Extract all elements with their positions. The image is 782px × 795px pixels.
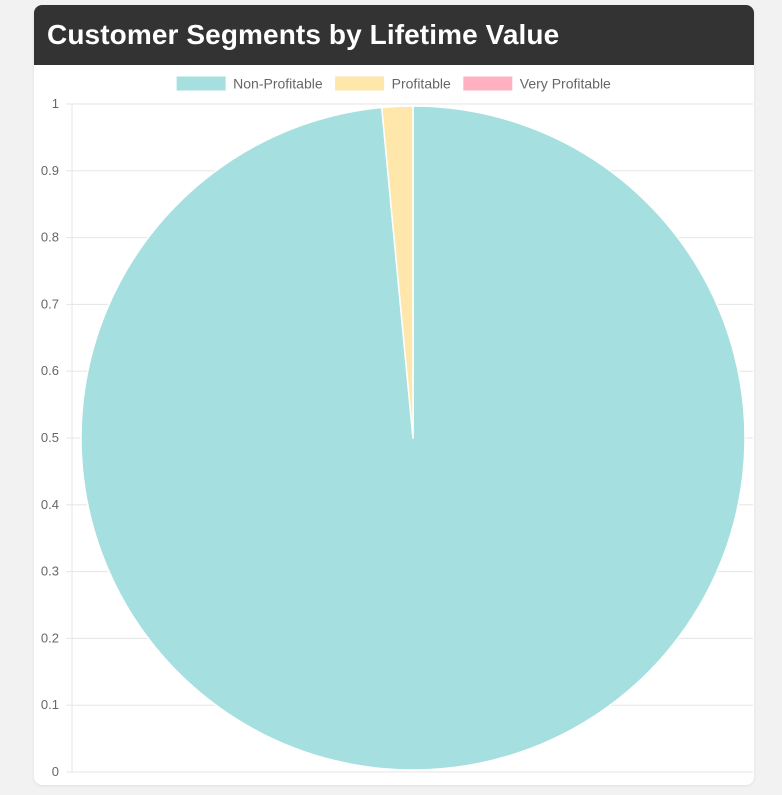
chart-card: Customer Segments by Lifetime Value 0 0.1… <box>34 5 754 785</box>
y-tick-label: 0.7 <box>41 296 59 311</box>
y-tick-label: 0.6 <box>41 363 59 378</box>
y-tick-label: 0.5 <box>41 430 59 445</box>
y-tick-label: 0.2 <box>41 630 59 645</box>
legend-swatch <box>176 76 226 91</box>
y-tick-label: 0.1 <box>41 697 59 712</box>
y-tick-label: 1 <box>52 96 59 111</box>
legend-label: Very Profitable <box>520 76 611 92</box>
card-header: Customer Segments by Lifetime Value <box>34 5 754 65</box>
legend[interactable]: Non-Profitable Profitable Very Profitable <box>176 76 611 92</box>
chart-title: Customer Segments by Lifetime Value <box>47 19 560 50</box>
legend-item[interactable]: Profitable <box>335 76 451 92</box>
legend-item[interactable]: Very Profitable <box>463 76 611 92</box>
y-tick-label: 0.4 <box>41 497 59 512</box>
y-tick-label: 0 <box>52 764 59 779</box>
pie-chart: 0 0.1 0.2 0.3 0.4 0.5 0.6 0.7 0.8 0.9 1 Non-Profit… <box>41 76 753 779</box>
pie-slice[interactable] <box>381 105 414 439</box>
y-tick-label: 0.8 <box>41 230 59 245</box>
legend-swatch <box>335 76 385 91</box>
chart-area: 0 0.1 0.2 0.3 0.4 0.5 0.6 0.7 0.8 0.9 1 Non-Profit… <box>34 65 754 785</box>
y-tick-label: 0.3 <box>41 564 59 579</box>
y-tick-label: 0.9 <box>41 163 59 178</box>
pie-slices <box>80 105 746 771</box>
legend-swatch <box>463 76 513 91</box>
legend-item[interactable]: Non-Profitable <box>176 76 323 92</box>
legend-label: Non-Profitable <box>233 76 323 92</box>
legend-label: Profitable <box>392 76 451 92</box>
